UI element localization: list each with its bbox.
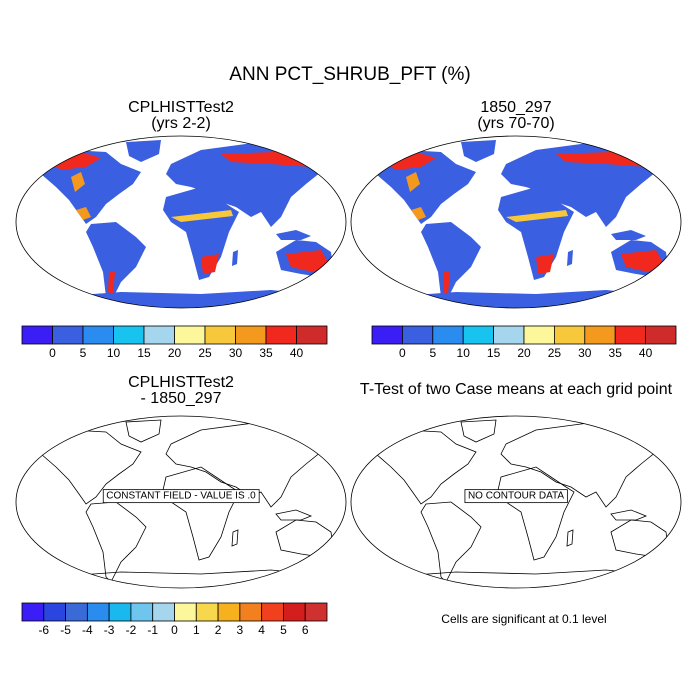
colorbar-box [195,602,219,622]
colorbar-label: 0 [49,346,56,360]
colorbar-label: 3 [237,623,244,637]
coastlines [351,419,681,588]
colorbar-label: -5 [60,623,71,637]
colorbar-box [554,325,586,345]
map-border [15,415,347,589]
colorbar-box [265,325,297,345]
map-note: CONSTANT FIELD - VALUE IS .0 [106,491,256,502]
colorbar-box [82,325,114,345]
map-clip [351,419,681,588]
note-box [464,489,568,504]
colorbar-label: -6 [38,623,49,637]
map-border [350,135,682,309]
panel-title: CPLHISTTest2 [128,374,234,391]
colorbar-box [21,325,53,345]
colorbar-box [217,602,241,622]
colorbar-box [21,602,45,622]
figure-title: ANN PCT_SHRUB_PFT (%) [229,64,470,85]
colorbar-label: 35 [609,346,623,360]
panel-subtitle: (yrs 2-2) [151,115,211,132]
colorbar-label: 1 [193,623,200,637]
colorbar-box [283,602,306,622]
colorbar-box [614,325,647,345]
colorbar-box [401,325,434,345]
colorbar-box [65,602,88,622]
colorbar-label: 40 [639,346,653,360]
colorbar-box [432,325,464,345]
coastlines [16,419,346,588]
colorbar-label: 30 [229,346,243,360]
colorbar-label: 35 [259,346,273,360]
note-box [102,489,260,504]
map-clip [16,419,346,588]
colorbar-label: 30 [578,346,592,360]
colorbar-label: 15 [137,346,151,360]
colorbar-label: 10 [457,346,471,360]
map [15,135,347,309]
colorbar-label: 15 [487,346,501,360]
colorbar-box [235,325,267,345]
colorbar-label: 40 [290,346,304,360]
panel-title: 1850_297 [480,99,551,116]
colorbar-box [43,602,66,622]
panel-title: T-Test of two Case means at each grid po… [360,381,673,398]
panel-subtitle: - 1850_297 [141,390,222,407]
colorbar-label: 0 [399,346,406,360]
colorbar-box [523,325,555,345]
colorbar-box [371,325,403,345]
colorbar-label: 25 [548,346,562,360]
colorbar-label: 2 [215,623,222,637]
colorbar-label: 0 [171,623,178,637]
panel-subtitle: (yrs 70-70) [477,115,554,132]
colorbar-box [296,325,328,345]
map [350,135,682,309]
colorbar-label: 25 [198,346,212,360]
colorbar-box [645,325,677,345]
colorbar-label: 5 [80,346,87,360]
map [350,415,682,589]
colorbar-label: 20 [517,346,531,360]
colorbar-box [493,325,525,345]
colorbar-label: -2 [126,623,137,637]
colorbar-box [239,602,263,622]
map-border [15,135,347,309]
colorbar-label: 5 [429,346,436,360]
colorbar-label: -4 [82,623,93,637]
colorbar-label: -3 [104,623,115,637]
footnote: Cells are significant at 0.1 level [441,612,606,626]
map-clip [16,140,346,308]
colorbar-label: 20 [168,346,182,360]
panel-title: CPLHISTTest2 [128,99,234,116]
map [15,415,347,589]
colorbar-box [304,602,328,622]
colorbar-label: 6 [302,623,309,637]
map-note: NO CONTOUR DATA [468,491,564,502]
map-clip [351,140,681,308]
colorbar-box [204,325,236,345]
colorbar-box [174,325,206,345]
colorbar-box [174,602,197,622]
colorbar-box [261,602,284,622]
colorbar-label: 5 [280,623,287,637]
colorbar-box [86,602,110,622]
colorbar-label: 4 [258,623,265,637]
colorbar-box [108,602,132,622]
colorbar-box [130,602,154,622]
colorbar-box [152,602,175,622]
colorbar-box [584,325,616,345]
colorbar-label: 10 [107,346,121,360]
map-border [350,415,682,589]
colorbar-box [462,325,495,345]
colorbar-box [113,325,145,345]
colorbar-box [52,325,84,345]
colorbar-box [143,325,175,345]
colorbar-label: -1 [147,623,158,637]
